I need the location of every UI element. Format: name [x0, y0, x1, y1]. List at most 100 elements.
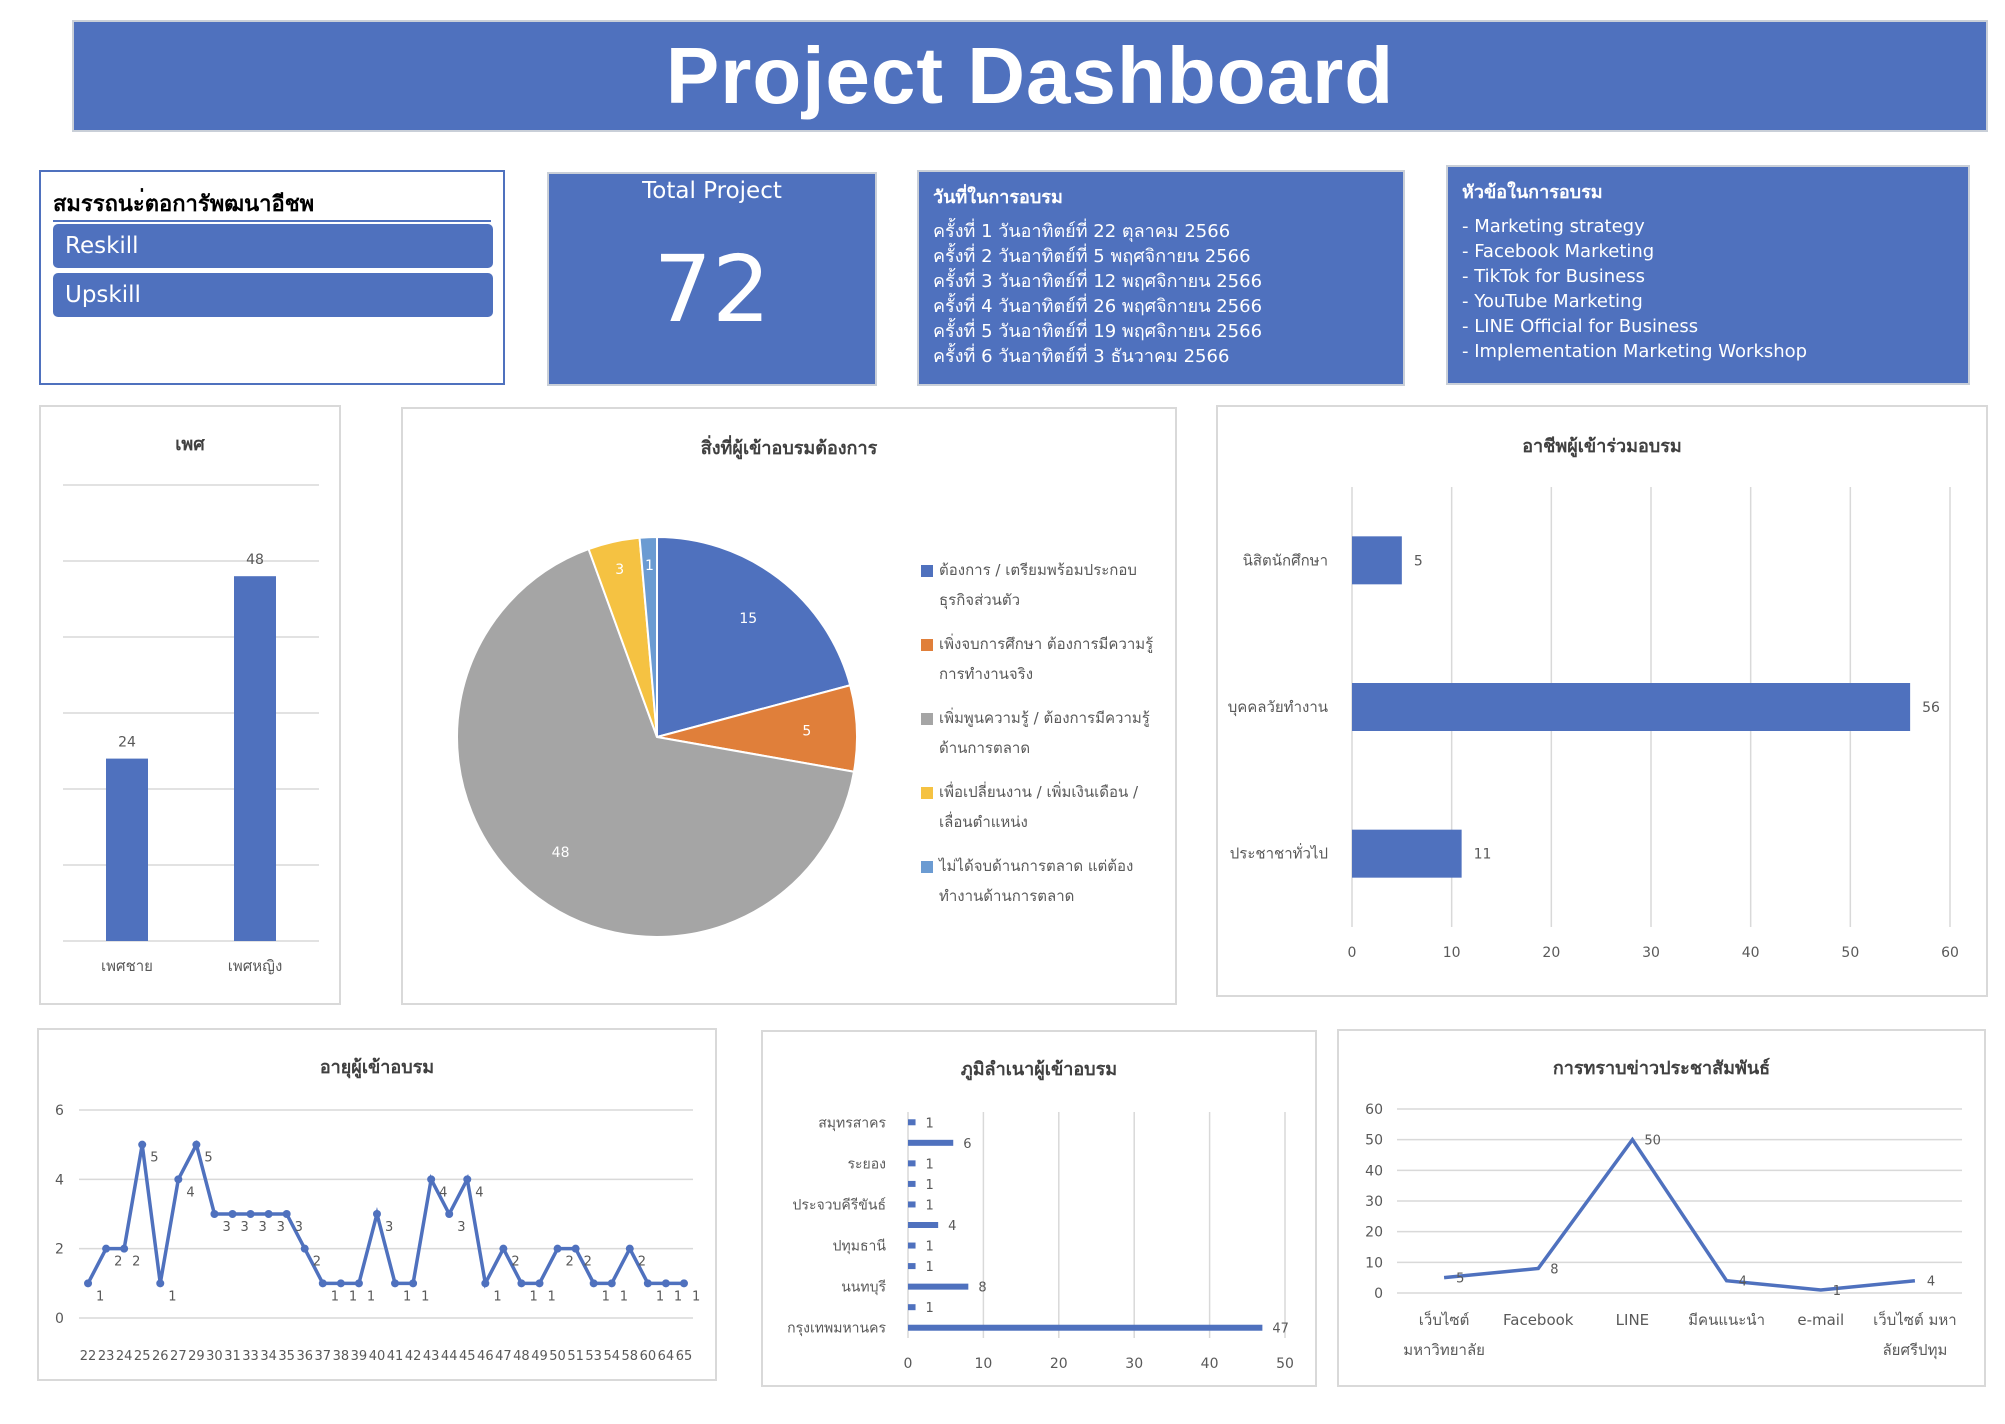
x-tick-label: 34	[260, 1349, 277, 1364]
data-label: 47	[1272, 1322, 1289, 1337]
data-label: 2	[638, 1255, 646, 1270]
x-tick-label: 64	[658, 1349, 675, 1364]
data-point	[138, 1140, 147, 1149]
data-label: 1	[493, 1289, 501, 1304]
needs-chart-title: สิ่งที่ผู้เข้าอบรมต้องการ	[700, 438, 878, 459]
data-label: 1	[620, 1289, 628, 1304]
data-label: 4	[1927, 1275, 1935, 1290]
y-tick-label: 50	[1365, 1133, 1383, 1149]
occupation-chart-panel: อาชีพผู้เข้าร่วมอบรม 0 10 20 30 40 50 60 5 นิสิต…	[1216, 405, 1988, 997]
slicer-item-upskill[interactable]: Upskill	[53, 273, 493, 317]
slicer-title: สมรรถนะ่ตอการัพฒนาอีชพ	[53, 192, 315, 217]
data-point	[463, 1175, 472, 1184]
x-tick-label: 65	[676, 1349, 693, 1364]
data-label: 1	[692, 1289, 700, 1304]
data-label: 2	[584, 1255, 592, 1270]
x-tick-label: 43	[423, 1349, 440, 1364]
x-tick-label: 0	[904, 1356, 913, 1372]
hometown-chart: 0 10 20 30 40 50161114118147สมุทรสาครระยองประ…	[787, 1112, 1294, 1372]
y-tick-label: นิสิตนักศึกษา	[1243, 551, 1328, 569]
x-tick-label: เว็บไซต์ มหา	[1873, 1310, 1957, 1329]
x-tick-label: 47	[495, 1349, 512, 1364]
bar	[908, 1222, 939, 1228]
bar	[1352, 683, 1911, 731]
data-point	[481, 1279, 490, 1288]
data-label: 3	[457, 1220, 465, 1235]
data-point	[354, 1279, 363, 1288]
data-point	[318, 1279, 327, 1288]
total-project-value: 72	[653, 236, 771, 343]
bar	[908, 1119, 916, 1126]
x-tick-label: ลัยศรีปทุม	[1882, 1341, 1947, 1360]
legend-label: เลื่อนตำแหน่ง	[939, 813, 1028, 831]
data-point	[336, 1279, 345, 1288]
data-label: 24	[118, 735, 136, 751]
x-tick-label: มีคนแนะนำ	[1688, 1311, 1765, 1329]
training-date-line: ครั้งที่ 5 วันอาทิตย์ที่ 19 พฤศจิกายน 25…	[933, 321, 1263, 342]
x-tick-label: 23	[98, 1349, 115, 1364]
data-label: 5	[150, 1151, 158, 1166]
x-tick-label: 60	[1941, 945, 1959, 961]
y-tick-label: ประชาชาทั่วไป	[1230, 843, 1328, 863]
data-label: 1	[168, 1289, 176, 1304]
needs-chart-panel: สิ่งที่ผู้เข้าอบรมต้องการ 15 5 48 3 1 ต้องกา…	[401, 407, 1177, 1005]
data-label: 4	[475, 1185, 483, 1200]
x-tick-label: 25	[134, 1349, 151, 1364]
data-point	[589, 1279, 598, 1288]
y-tick-label: นนทบุรี	[841, 1280, 886, 1296]
data-point	[391, 1279, 400, 1288]
x-tick-label: 50	[1276, 1356, 1294, 1372]
data-label: 3	[277, 1220, 285, 1235]
dashboard-header: Project Dashboard	[72, 20, 1988, 132]
y-tick-label: ประจวบคีรีขันธ์	[793, 1196, 886, 1213]
x-tick-label: 10	[974, 1356, 992, 1372]
x-tick-label: 30	[1125, 1356, 1143, 1372]
y-tick-label: 40	[1365, 1163, 1383, 1179]
news-chart-title: การทราบข่าวประชาสัมพันธ์	[1552, 1058, 1771, 1079]
y-tick-label: สมุทรสาคร	[818, 1115, 886, 1131]
data-label: 15	[739, 611, 757, 627]
age-chart: 0246122223224525126427529330331333334335…	[55, 1103, 700, 1364]
legend-swatch	[921, 786, 933, 799]
data-label: 1	[548, 1289, 556, 1304]
data-label: 1	[331, 1289, 339, 1304]
data-label: 1	[1833, 1284, 1841, 1299]
x-tick-label: 20	[1050, 1356, 1068, 1372]
training-date-line: ครั้งที่ 3 วันอาทิตย์ที่ 12 พฤศจิกายน 25…	[933, 271, 1263, 292]
legend-swatch	[921, 712, 933, 725]
slicer-item-reskill[interactable]: Reskill	[53, 224, 493, 268]
data-label: 4	[948, 1219, 956, 1234]
data-label: 3	[295, 1220, 303, 1235]
data-label: 48	[552, 845, 570, 861]
x-tick-label: Facebook	[1503, 1311, 1574, 1329]
y-tick-label: 30	[1365, 1194, 1383, 1210]
data-point	[553, 1244, 562, 1253]
legend-item: เพิ่งจบการศึกษา ต้องการมีความรู้ การทำงาน…	[921, 629, 1171, 689]
data-label: 1	[926, 1240, 934, 1255]
x-tick-label: 50	[1841, 945, 1859, 961]
series-line	[1443, 1136, 1916, 1292]
y-tick-label: 4	[55, 1172, 64, 1188]
legend-label: เพิ่งจบการศึกษา ต้องการมีความรู้	[939, 635, 1154, 653]
topic-line: - Marketing strategy	[1462, 216, 1645, 237]
x-tick-label: 48	[513, 1349, 530, 1364]
data-label: 3	[222, 1220, 230, 1235]
total-project-card: Total Project 72	[547, 172, 877, 386]
slicer-divider	[53, 220, 491, 222]
data-point	[535, 1279, 544, 1288]
training-dates-card: วันที่ในการอบรม ครั้งที่ 1 วันอาทิตย์ที่…	[917, 170, 1405, 386]
training-date-line: ครั้งที่ 1 วันอาทิตย์ที่ 22 ตุลาคม 2566	[933, 221, 1231, 242]
topic-line: - LINE Official for Business	[1462, 316, 1699, 337]
x-tick-label: 44	[441, 1349, 458, 1364]
age-chart-panel: อายุผู้เข้าอบรม 0 2 4 6 1 22 2 23 2 24 5 25 1 26 4 27 5 2…	[37, 1028, 717, 1381]
data-label: 1	[656, 1289, 664, 1304]
x-tick-label: 35	[278, 1349, 295, 1364]
data-point	[499, 1244, 508, 1253]
bar	[908, 1180, 916, 1187]
bar	[1352, 536, 1402, 585]
topic-line: - Facebook Marketing	[1462, 241, 1655, 262]
pie-slice	[456, 547, 856, 938]
data-label: 1	[403, 1289, 411, 1304]
x-tick-label: 33	[242, 1349, 259, 1364]
data-point	[300, 1244, 309, 1253]
